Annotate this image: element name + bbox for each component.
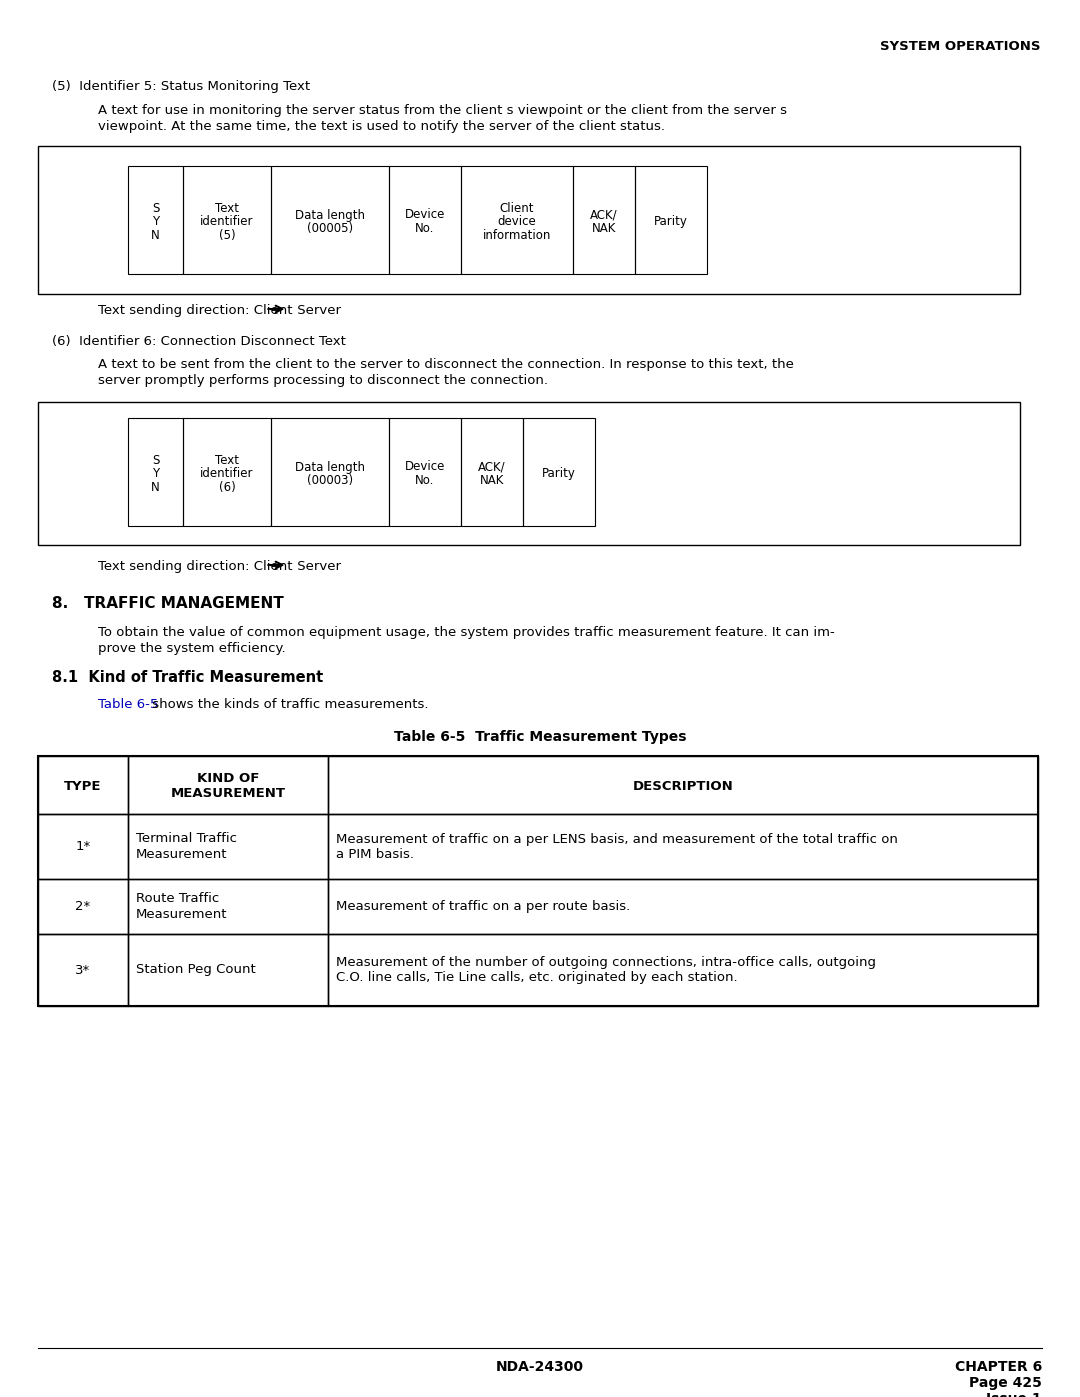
Text: 8.1  Kind of Traffic Measurement: 8.1 Kind of Traffic Measurement	[52, 671, 323, 685]
Text: Text sending direction: Client: Text sending direction: Client	[98, 560, 297, 573]
Text: Measurement: Measurement	[136, 848, 228, 861]
Text: identifier: identifier	[200, 467, 254, 481]
Text: A text for use in monitoring the server status from the client s viewpoint or th: A text for use in monitoring the server …	[98, 103, 787, 117]
Text: S: S	[152, 454, 159, 467]
Text: DESCRIPTION: DESCRIPTION	[633, 780, 733, 792]
Text: device: device	[498, 215, 537, 228]
Text: 1*: 1*	[76, 840, 91, 854]
Text: CHAPTER 6: CHAPTER 6	[955, 1361, 1042, 1375]
Text: Device: Device	[405, 208, 445, 222]
Text: (6): (6)	[218, 481, 235, 493]
Bar	[271, 418, 389, 527]
Text: viewpoint. At the same time, the text is used to notify the server of the client: viewpoint. At the same time, the text is…	[98, 120, 665, 133]
Text: (6)  Identifier 6: Connection Disconnect Text: (6) Identifier 6: Connection Disconnect …	[52, 335, 346, 348]
Text: Data length: Data length	[295, 208, 365, 222]
Text: Page 425: Page 425	[969, 1376, 1042, 1390]
Text: (5): (5)	[218, 229, 235, 242]
Text: Server: Server	[294, 305, 341, 317]
Bar	[38, 879, 129, 935]
Text: Text: Text	[215, 454, 239, 467]
Text: Parity: Parity	[542, 467, 576, 481]
Text: information: information	[483, 229, 551, 242]
Text: identifier: identifier	[200, 215, 254, 228]
Bar	[573, 166, 635, 274]
Text: S: S	[152, 201, 159, 215]
Text: No.: No.	[416, 474, 434, 488]
Text: Data length: Data length	[295, 461, 365, 474]
Text: 3*: 3*	[76, 964, 91, 977]
Text: 8.   TRAFFIC MANAGEMENT: 8. TRAFFIC MANAGEMENT	[52, 597, 284, 610]
Text: Measurement of the number of outgoing connections, intra-office calls, outgoing: Measurement of the number of outgoing co…	[336, 956, 876, 970]
Bar	[389, 166, 461, 274]
Bar	[38, 147, 1020, 293]
Text: (5)  Identifier 5: Status Monitoring Text: (5) Identifier 5: Status Monitoring Text	[52, 80, 310, 94]
Bar	[38, 756, 129, 814]
Bar	[183, 418, 271, 527]
Bar	[38, 402, 1020, 545]
Text: Measurement: Measurement	[136, 908, 228, 921]
Text: To obtain the value of common equipment usage, the system provides traffic measu: To obtain the value of common equipment …	[98, 626, 835, 638]
Text: C.O. line calls, Tie Line calls, etc. originated by each station.: C.O. line calls, Tie Line calls, etc. or…	[336, 971, 738, 983]
Text: Text: Text	[215, 201, 239, 215]
Text: Device: Device	[405, 461, 445, 474]
Text: (00003): (00003)	[307, 474, 353, 488]
Bar	[129, 418, 183, 527]
Text: ACK/: ACK/	[478, 461, 505, 474]
Text: SYSTEM OPERATIONS: SYSTEM OPERATIONS	[879, 41, 1040, 53]
Bar	[38, 935, 129, 1006]
Bar	[129, 879, 328, 935]
Text: ACK/: ACK/	[590, 208, 618, 222]
Bar	[38, 756, 1038, 1006]
Text: NAK: NAK	[480, 474, 504, 488]
Text: 2*: 2*	[76, 900, 91, 914]
Text: Y: Y	[152, 215, 159, 228]
Bar	[129, 756, 328, 814]
Text: Measurement of traffic on a per route basis.: Measurement of traffic on a per route ba…	[336, 900, 631, 914]
Bar	[328, 879, 1038, 935]
Bar	[183, 166, 271, 274]
Bar	[38, 814, 129, 879]
Text: Table 6-5  Traffic Measurement Types: Table 6-5 Traffic Measurement Types	[394, 731, 686, 745]
Text: N: N	[151, 481, 160, 493]
Text: prove the system efficiency.: prove the system efficiency.	[98, 643, 285, 655]
Bar	[461, 166, 573, 274]
Bar	[389, 418, 461, 527]
Text: Issue 1: Issue 1	[986, 1391, 1042, 1397]
Bar	[129, 814, 328, 879]
Text: KIND OF: KIND OF	[197, 773, 259, 785]
Text: Parity: Parity	[654, 215, 688, 228]
Bar	[461, 418, 523, 527]
Bar	[271, 166, 389, 274]
Text: NAK: NAK	[592, 222, 617, 235]
Text: shows the kinds of traffic measurements.: shows the kinds of traffic measurements.	[148, 698, 429, 711]
Bar	[129, 166, 183, 274]
Text: (00005): (00005)	[307, 222, 353, 235]
Text: NDA-24300: NDA-24300	[496, 1361, 584, 1375]
Text: Table 6-5: Table 6-5	[98, 698, 159, 711]
Text: Text sending direction: Client: Text sending direction: Client	[98, 305, 297, 317]
Text: MEASUREMENT: MEASUREMENT	[171, 787, 285, 800]
Text: N: N	[151, 229, 160, 242]
Text: Measurement of traffic on a per LENS basis, and measurement of the total traffic: Measurement of traffic on a per LENS bas…	[336, 833, 897, 845]
Text: server promptly performs processing to disconnect the connection.: server promptly performs processing to d…	[98, 374, 548, 387]
Bar	[129, 935, 328, 1006]
Text: No.: No.	[416, 222, 434, 235]
Text: a PIM basis.: a PIM basis.	[336, 848, 414, 861]
Text: Terminal Traffic: Terminal Traffic	[136, 833, 237, 845]
Bar	[328, 814, 1038, 879]
Text: Server: Server	[294, 560, 341, 573]
Text: Client: Client	[500, 201, 535, 215]
Text: Station Peg Count: Station Peg Count	[136, 964, 256, 977]
Bar	[328, 756, 1038, 814]
Bar	[328, 935, 1038, 1006]
Bar	[635, 166, 707, 274]
Text: A text to be sent from the client to the server to disconnect the connection. In: A text to be sent from the client to the…	[98, 358, 794, 372]
Text: Y: Y	[152, 467, 159, 481]
Text: Route Traffic: Route Traffic	[136, 893, 219, 905]
Text: TYPE: TYPE	[64, 780, 102, 792]
Bar	[523, 418, 595, 527]
